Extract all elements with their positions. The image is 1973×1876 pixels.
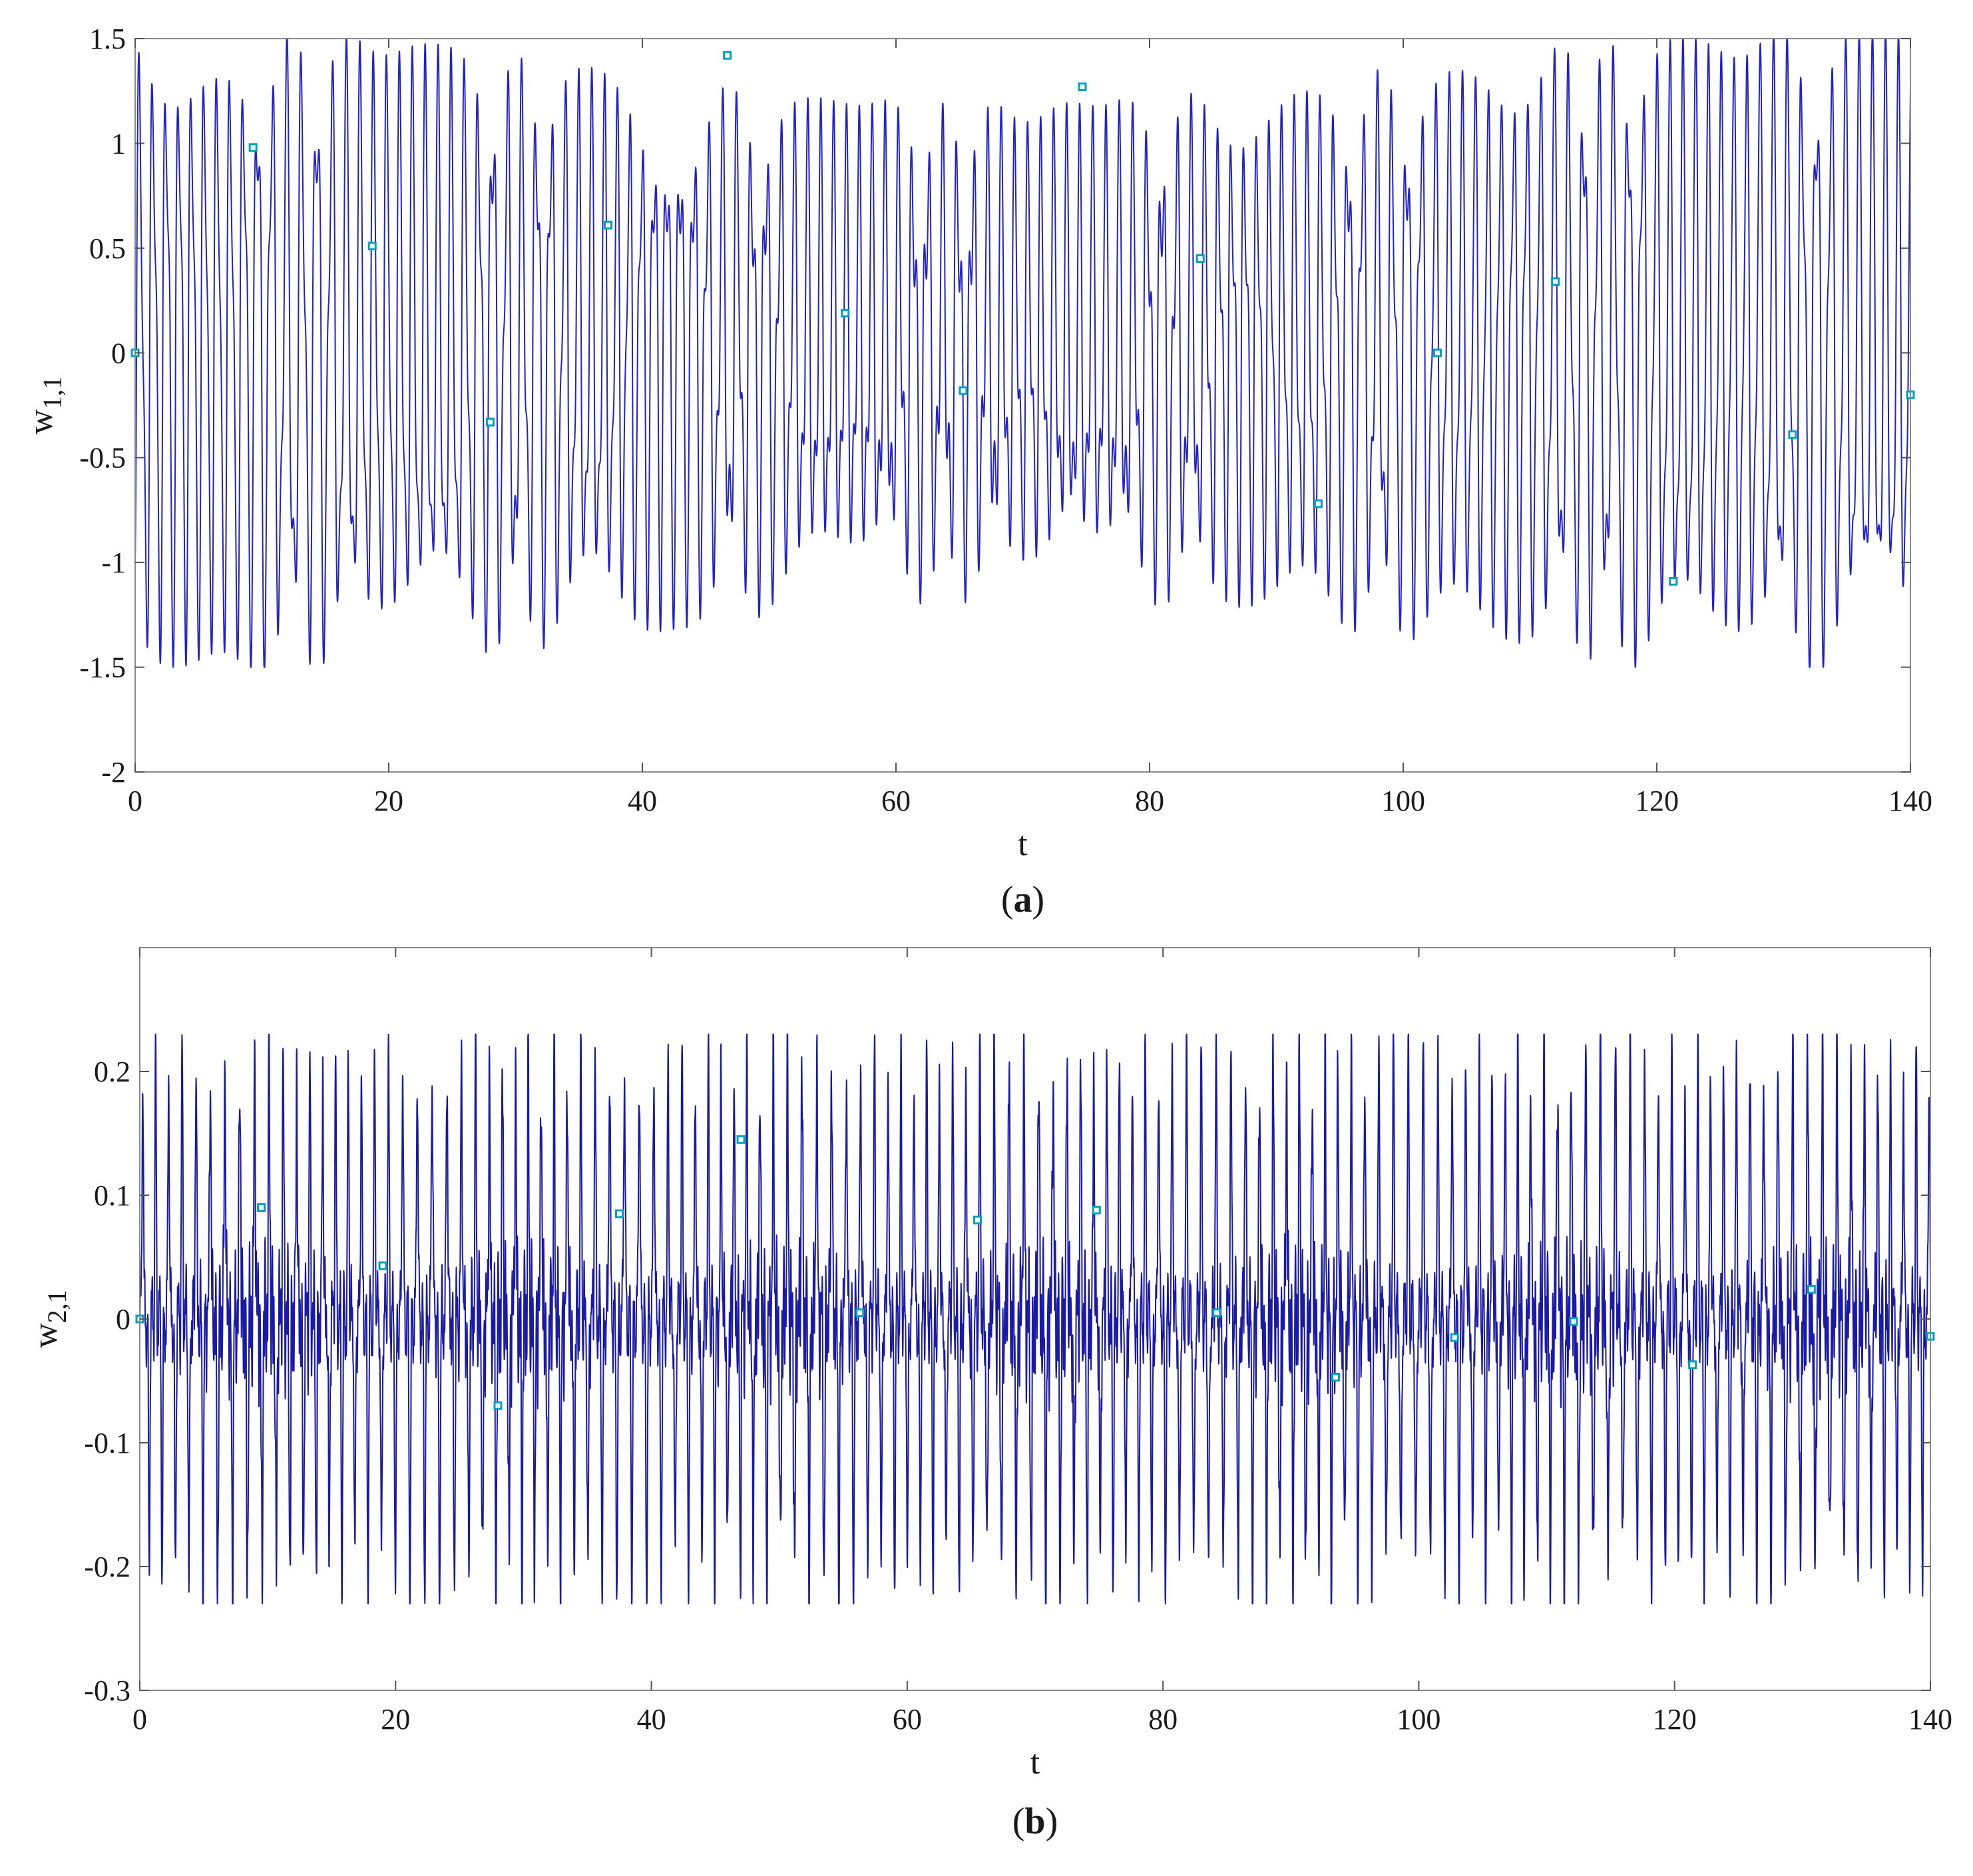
data-marker: [615, 1209, 624, 1219]
x-axis-label: t: [1018, 825, 1028, 863]
y-tick-label: 0.2: [94, 1055, 130, 1088]
x-tick-label: 100: [1381, 785, 1425, 817]
data-marker: [1551, 277, 1560, 286]
x-tick-label: 80: [1148, 1703, 1178, 1736]
data-marker: [855, 1308, 865, 1318]
panel-letter-a: a: [1014, 879, 1032, 920]
data-marker: [493, 1401, 503, 1410]
plot-frame: [134, 38, 1911, 773]
x-tick-label: 120: [1653, 1703, 1697, 1736]
x-tick-label: 0: [128, 785, 142, 817]
y-tick-label: -0.5: [79, 442, 126, 474]
data-marker: [248, 143, 258, 152]
data-marker: [1788, 430, 1797, 439]
series-line: [139, 1033, 1931, 1604]
x-tick-label: 140: [1888, 785, 1932, 817]
chart-panel-a: 0 20 40 60 80 100 120 140 -2-1.5-1-0.500.511.5 …: [22, 23, 1932, 920]
x-tick-label: 60: [893, 1703, 922, 1736]
data-marker: [1092, 1205, 1101, 1215]
data-marker: [1450, 1333, 1459, 1342]
data-marker: [1669, 576, 1678, 586]
data-marker: [378, 1261, 387, 1270]
x-tick-label: 140: [1908, 1703, 1952, 1736]
data-marker: [973, 1215, 983, 1224]
x-tick-label: 40: [628, 785, 657, 817]
y-tick-label: 0.5: [89, 232, 126, 265]
data-marker: [1331, 1372, 1341, 1382]
series-line: [134, 38, 1911, 668]
x-axis-ticks: 0 20 40 60 80 100 120 140: [128, 39, 1932, 817]
data-marker: [1078, 82, 1087, 91]
data-marker: [959, 386, 968, 395]
x-tick-label: 20: [381, 1703, 410, 1736]
data-marker: [1807, 1284, 1816, 1294]
y-axis-label: w1,1: [22, 376, 67, 435]
x-axis-ticks: 0 20 40 60 80 100 120 140: [132, 948, 1952, 1736]
y-tick-label: -0.2: [84, 1551, 130, 1583]
y-tick-label: -2: [101, 756, 126, 789]
data-marker: [604, 220, 613, 230]
data-marker: [1212, 1308, 1221, 1318]
x-tick-label: 60: [881, 785, 911, 817]
data-marker: [736, 1135, 746, 1144]
data-marker: [1196, 254, 1205, 264]
y-tick-label: 0: [111, 337, 126, 369]
data-marker: [1688, 1360, 1697, 1370]
y-axis-label-subscript: 2,1: [42, 1290, 72, 1323]
y-tick-label: -0.3: [84, 1674, 130, 1707]
y-tick-label: 1: [111, 127, 126, 160]
series-line-layer: [134, 38, 1911, 668]
y-axis-label-main: w: [27, 1323, 65, 1348]
y-tick-label: 0: [116, 1303, 130, 1336]
panel-letter-b: b: [1024, 1801, 1045, 1842]
y-axis-label-subscript: 1,1: [37, 376, 67, 409]
data-marker: [841, 308, 850, 317]
y-tick-label: -1.5: [79, 652, 126, 684]
chart-panel-b: 0 20 40 60 80 100 120 140 -0.3 -0.2 -0.1 0 0.1 0.2 t…: [27, 947, 1952, 1842]
y-axis-ticks: -2 -1.5 -1 -0.5 0 0.5 1 1.5: [79, 23, 1910, 789]
x-tick-label: 20: [374, 785, 403, 817]
series-line-layer: [139, 1033, 1931, 1604]
y-axis-ticks: -0.3 -0.2 -0.1 0 0.1 0.2: [84, 1055, 1930, 1707]
data-marker: [485, 417, 495, 427]
x-tick-label: 120: [1635, 785, 1679, 817]
marker-layer: [130, 51, 1915, 586]
y-tick-label: -1: [101, 546, 126, 579]
data-marker: [1313, 499, 1323, 508]
data-marker: [1569, 1317, 1578, 1326]
y-axis-label-main: w: [22, 409, 60, 435]
x-axis-label: t: [1030, 1744, 1040, 1782]
panel-label-a: (a): [1001, 879, 1044, 920]
y-axis-label: w2,1: [27, 1290, 72, 1348]
data-marker: [257, 1203, 266, 1213]
x-tick-label: 80: [1135, 785, 1164, 817]
y-tick-label: 1.5: [89, 23, 126, 55]
data-marker: [1432, 348, 1442, 357]
x-tick-label: 0: [132, 1703, 147, 1736]
panel-label-b: (b): [1012, 1801, 1058, 1842]
y-tick-label: 0.1: [94, 1179, 130, 1212]
y-tick-label: -0.1: [84, 1427, 130, 1459]
x-tick-label: 100: [1397, 1703, 1440, 1736]
x-tick-label: 40: [637, 1703, 666, 1736]
data-marker: [723, 51, 732, 60]
data-marker: [367, 242, 377, 251]
